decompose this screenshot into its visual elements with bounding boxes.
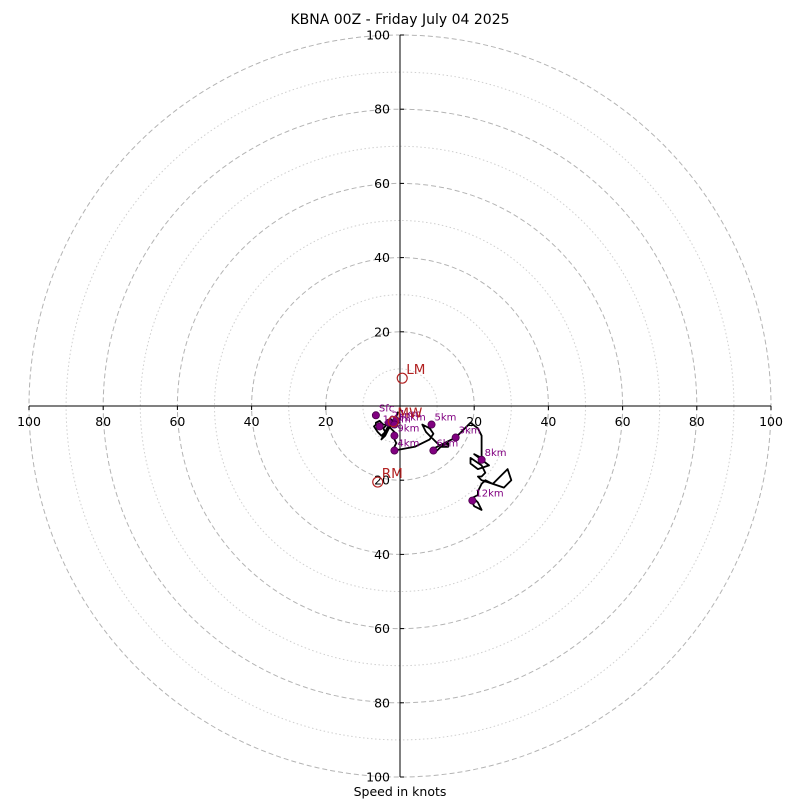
x-tick-label: 100 [759,414,783,429]
height-point-label: 8km [485,448,507,459]
y-tick-label: 20 [374,324,390,339]
storm-motion-label: RM [382,466,403,482]
chart-title: KBNA 00Z - Friday July 04 2025 [290,12,510,28]
height-point-dot [427,420,436,429]
x-tick-label: 60 [169,414,185,429]
y-tick-label: 100 [366,770,390,785]
height-point-dot [468,496,477,505]
x-tick-label: 40 [244,414,260,429]
height-point-label: 10km [383,414,411,425]
x-tick-label: 20 [466,414,482,429]
height-point-dot [375,422,384,431]
hodograph-trace [373,411,513,511]
x-tick-label: 100 [17,414,41,429]
height-point-label: 1km [399,409,421,420]
height-point-label: 11km [397,413,425,424]
y-tick-label: 60 [374,621,390,636]
height-point-dot [390,446,399,455]
y-tick-label: 60 [374,176,390,191]
height-point-label: 6km [436,439,458,450]
height-point-dot [477,455,486,464]
height-point-label: 9km [397,424,419,435]
storm-motion-label: MW [397,406,422,422]
height-point-label: 3km [459,426,481,437]
x-tick-label: 60 [615,414,631,429]
height-point-dot [390,431,399,440]
y-tick-label: 40 [374,250,390,265]
y-tick-label: 80 [374,102,390,117]
storm-motion-label: LM [406,362,425,378]
x-tick-label: 20 [318,414,334,429]
storm-motion-circle [387,415,399,428]
height-point-label: 5km [435,413,457,424]
x-axis-label: Speed in knots [353,784,447,799]
x-tick-label: 80 [689,414,705,429]
x-tick-label: 40 [540,414,556,429]
height-point-dot [371,411,380,420]
height-point-label: 12km [475,489,503,500]
x-tick-label: 80 [95,414,111,429]
storm-motion-circle [372,476,384,488]
storm-motion-markers: LM MW RM [372,362,425,488]
height-point-label: Sfc [379,403,394,414]
height-point-label: 2km [392,411,414,422]
height-point-dot [429,446,438,455]
axis-ticks: 100 80 60 40 20 20 40 60 80 100100806040202040608… [17,28,783,785]
y-tick-label: 80 [374,695,390,710]
height-point-label: 4km [397,439,419,450]
y-tick-label: 40 [374,547,390,562]
y-tick-label: 100 [366,28,390,43]
storm-motion-circle [396,372,408,384]
height-point-dot [451,433,460,442]
wind-trace-line [373,411,513,511]
axes [29,35,771,777]
